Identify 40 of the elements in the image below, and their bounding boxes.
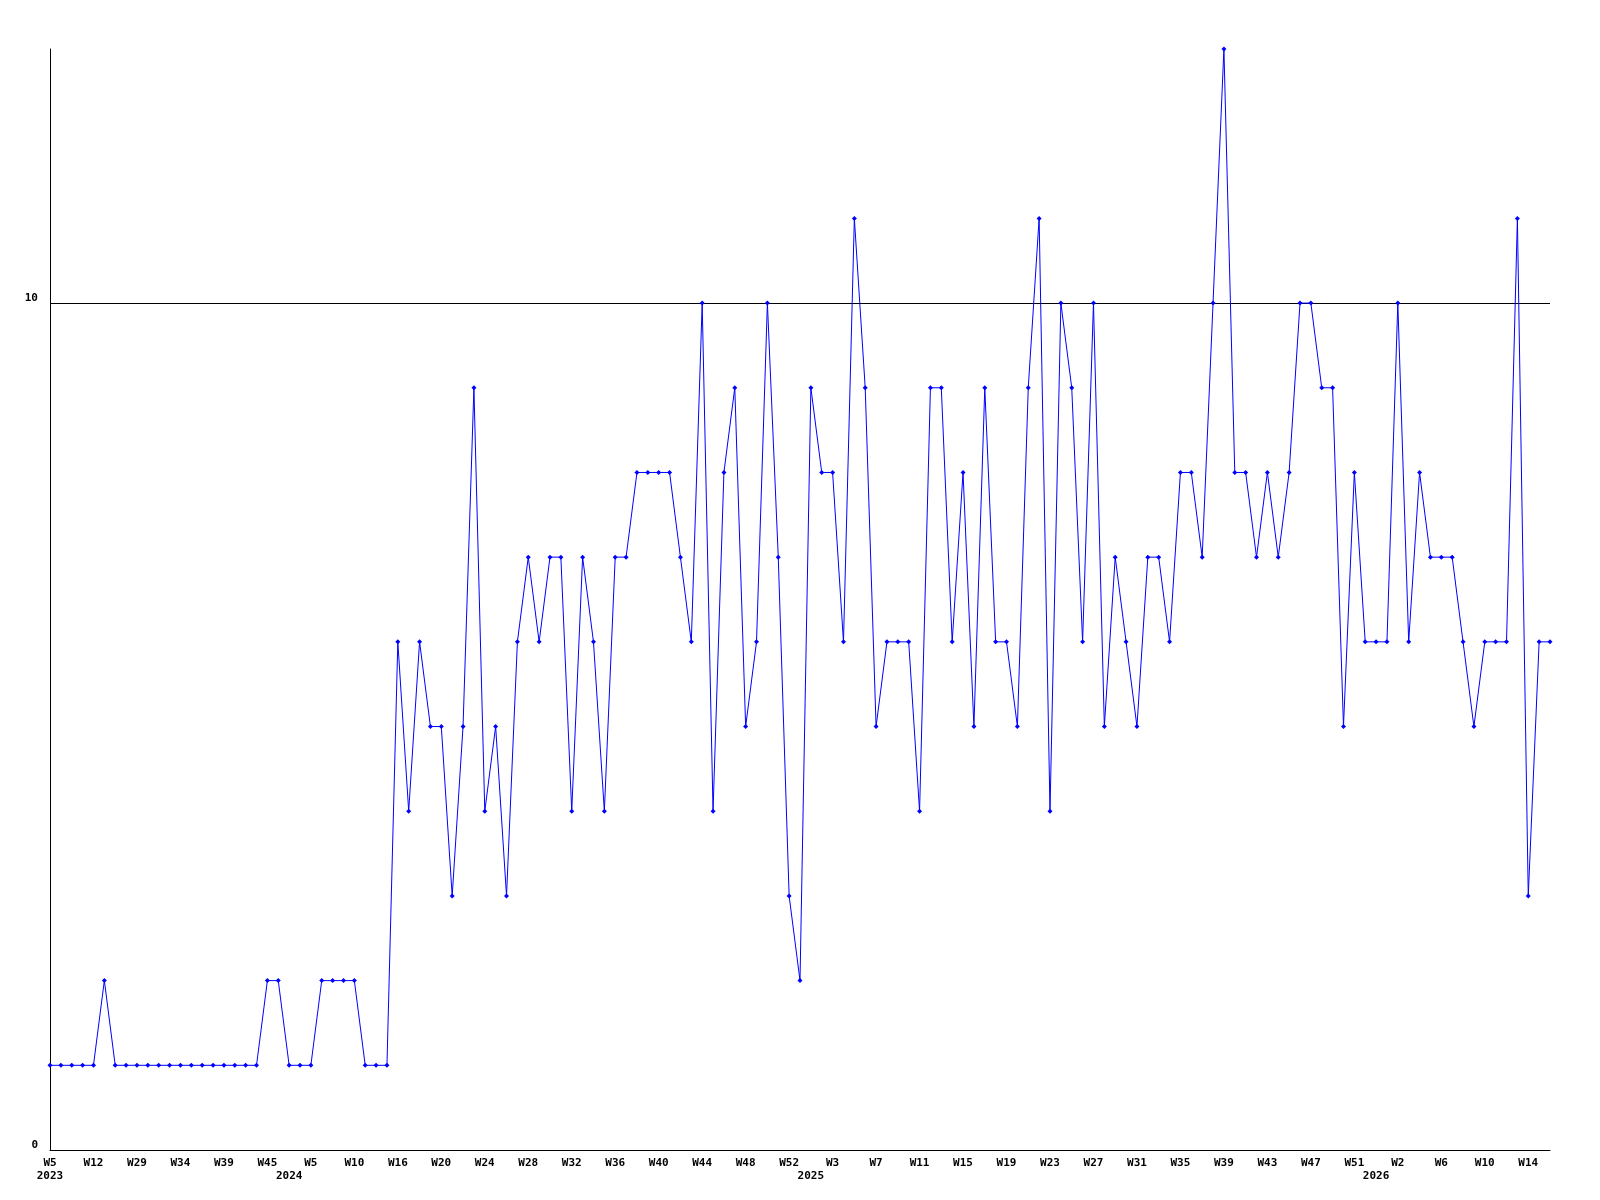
x-tick-label: W39 [1213, 1156, 1234, 1169]
x-tick-label: W2 [1391, 1156, 1405, 1169]
x-tick-label: W20 [431, 1156, 452, 1169]
x-tick-label: 2026 [1362, 1169, 1390, 1182]
x-tick-label: W11 [909, 1156, 930, 1169]
x-tick-label: W23 [1040, 1156, 1060, 1169]
x-tick-label: W52 [779, 1156, 800, 1169]
x-tick-label: 2025 [797, 1169, 825, 1182]
x-tick-label: W10 [1474, 1156, 1495, 1169]
x-tick-label: W51 [1344, 1156, 1365, 1169]
x-tick-label: W29 [127, 1156, 147, 1169]
x-tick-label: W5 [304, 1156, 318, 1169]
x-tick-label: W40 [648, 1156, 669, 1169]
x-tick-label: W39 [213, 1156, 234, 1169]
x-tick-label: W15 [953, 1156, 973, 1169]
x-tick-label: W47 [1300, 1156, 1321, 1169]
x-tick-label: W32 [561, 1156, 582, 1169]
x-tick-label: W44 [692, 1156, 713, 1169]
x-tick-label: W31 [1127, 1156, 1148, 1169]
x-tick-label: W6 [1434, 1156, 1449, 1169]
x-tick-label: W3 [825, 1156, 840, 1169]
x-tick-label: W45 [257, 1156, 278, 1169]
x-tick-label: W36 [605, 1156, 626, 1169]
x-tick-label: W27 [1083, 1156, 1104, 1169]
x-tick-label: W34 [170, 1156, 191, 1169]
x-tick-label: W48 [735, 1156, 756, 1169]
x-tick-label: 2024 [275, 1169, 303, 1182]
x-tick-label: W12 [83, 1156, 104, 1169]
x-tick-label: W43 [1257, 1156, 1278, 1169]
x-tick-label: W10 [344, 1156, 365, 1169]
y-tick-label: 0 [31, 1138, 38, 1151]
x-tick-label: W19 [996, 1156, 1017, 1169]
x-tick-label: W35 [1170, 1156, 1191, 1169]
y-tick-label: 10 [24, 291, 38, 305]
x-tick-label: W28 [518, 1156, 539, 1169]
x-tick-label: W16 [387, 1156, 409, 1169]
x-tick-label: W5 2023 [36, 1156, 64, 1182]
x-tick-label: W24 [474, 1156, 496, 1169]
x-tick-label: W14 [1518, 1156, 1539, 1169]
x-tick-label: W7 [869, 1156, 883, 1169]
